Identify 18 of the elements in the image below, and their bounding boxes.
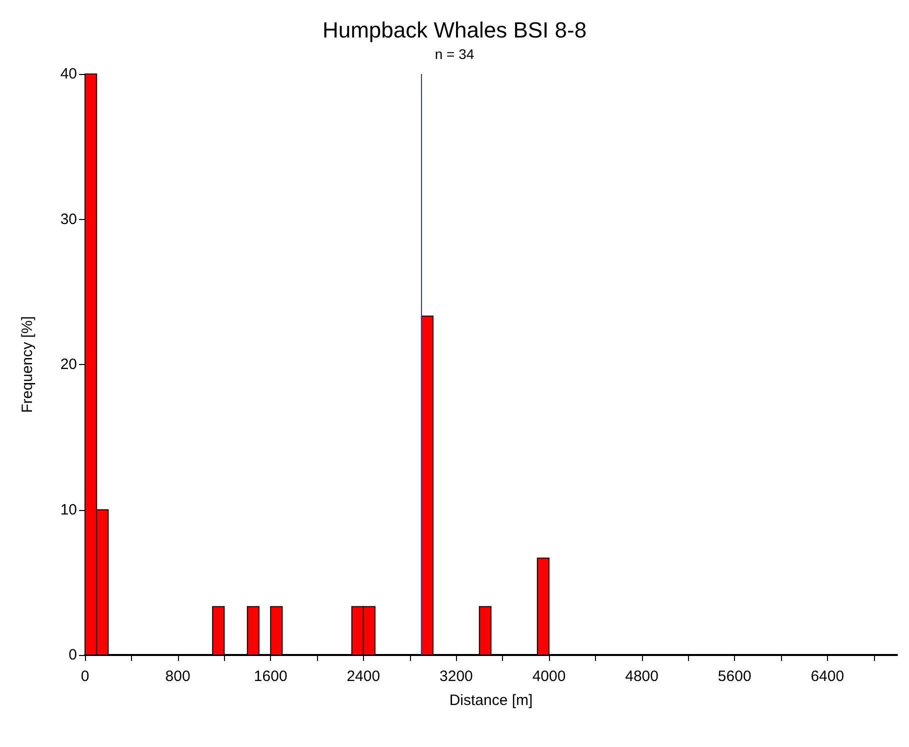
x-tick-label: 4800 [625, 668, 658, 685]
x-tick-label: 4000 [532, 668, 566, 685]
x-tick-label: 1600 [254, 668, 288, 685]
y-tick-label: 20 [60, 356, 77, 373]
x-tick-label: 2400 [346, 668, 380, 685]
x-tick-label: 6400 [810, 668, 844, 685]
y-tick-label: 0 [68, 646, 77, 664]
x-tick-label: 0 [80, 668, 90, 685]
x-tick-label: 3200 [440, 668, 473, 685]
chart-title: Humpback Whales BSI 8-8 [322, 18, 587, 42]
y-tick-label: 10 [60, 501, 77, 518]
x-tick-label: 5600 [718, 668, 752, 685]
y-tick-label: 40 [60, 66, 77, 82]
y-axis-title: Frequency [%] [19, 316, 36, 413]
x-tick-label: 800 [165, 668, 190, 685]
x-axis-title: Distance [m] [449, 692, 533, 709]
chart-subtitle: n = 34 [434, 46, 474, 62]
y-tick-label: 30 [60, 210, 77, 228]
